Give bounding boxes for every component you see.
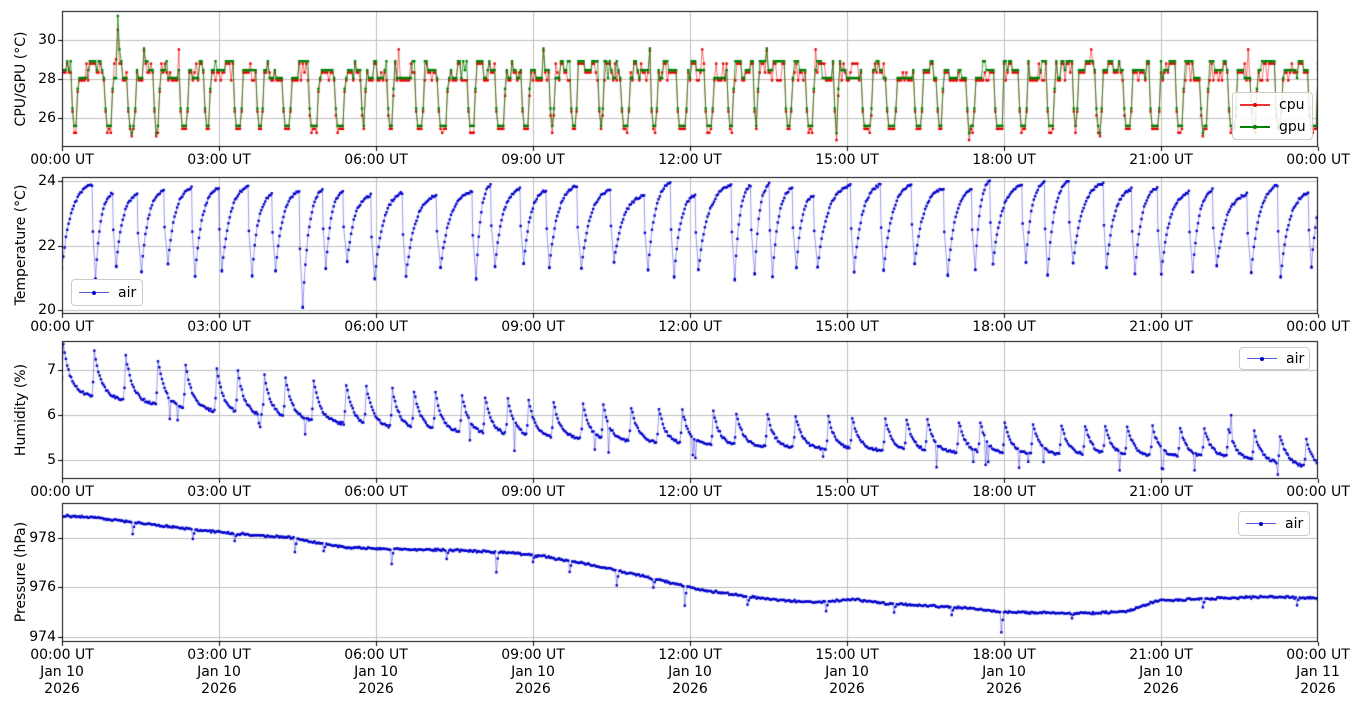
legend-line-sample [1247,356,1277,361]
x-tick-label: 03:00 UT [187,152,251,168]
x-tick-label: 09:00 UT [501,647,565,663]
x-tick-label: 06:00 UT [344,484,408,500]
legend-humidity: air [1239,347,1310,370]
x-date-label: Jan 10 [40,664,84,680]
x-tick-label: 15:00 UT [815,319,879,335]
x-date-year-label: 2026 [829,681,865,697]
ylabel-cpu-gpu: CPU/GPU (°C) [13,31,29,127]
ylabel-humidity: Humidity (%) [13,363,29,457]
legend-label: cpu [1279,97,1305,113]
x-date-label: Jan 10 [1139,664,1183,680]
y-tick-label: 28 [38,71,56,87]
x-tick-label: 00:00 UT [1286,319,1350,335]
x-date-label: Jan 10 [982,664,1026,680]
x-date-label: Jan 10 [825,664,869,680]
x-tick-label: 09:00 UT [501,319,565,335]
y-tick-label: 6 [47,407,56,424]
x-tick-label: 00:00 UT [1286,647,1350,663]
legend-cpu-gpu: cpu gpu [1232,92,1313,140]
y-tick-label: 26 [38,110,56,127]
x-date-year-label: 2026 [1300,681,1336,697]
x-tick-label: 21:00 UT [1129,647,1193,663]
x-tick-label: 00:00 UT [1286,152,1350,168]
x-tick-label: 00:00 UT [30,319,94,335]
x-date-year-label: 2026 [672,681,708,697]
x-tick-label: 18:00 UT [972,647,1036,663]
legend-line-sample [1240,125,1270,129]
x-tick-label: 12:00 UT [658,152,722,168]
x-date-year-label: 2026 [515,681,551,697]
ylabel-temperature: Temperature (°C) [13,184,29,306]
x-date-year-label: 2026 [44,681,80,697]
legend-line-sample [1240,103,1270,107]
x-tick-label: 21:00 UT [1129,319,1193,335]
y-tick-label: 7 [47,362,56,379]
x-tick-label: 06:00 UT [344,319,408,335]
x-tick-label: 18:00 UT [972,319,1036,335]
legend-pressure: air [1238,511,1310,536]
ylabel-pressure: Pressure (hPa) [13,521,29,623]
x-tick-label: 03:00 UT [187,484,251,500]
x-tick-label: 12:00 UT [658,484,722,500]
x-tick-label: 18:00 UT [972,484,1036,500]
x-tick-label: 00:00 UT [1286,484,1350,500]
legend-line-sample [1246,521,1276,526]
x-date-year-label: 2026 [986,681,1022,697]
x-date-label: Jan 10 [668,664,712,680]
y-tick-label: 976 [29,579,56,596]
y-tick-label: 24 [38,172,56,189]
legend-entry-gpu: gpu [1240,116,1306,138]
x-date-label: Jan 10 [197,664,241,680]
x-tick-label: 06:00 UT [344,152,408,168]
x-date-year-label: 2026 [201,681,237,697]
x-tick-label: 15:00 UT [815,647,879,663]
x-tick-label: 15:00 UT [815,152,879,168]
legend-entry-air: air [79,282,137,304]
x-tick-label: 00:00 UT [30,152,94,168]
x-date-label: Jan 11 [1296,664,1340,680]
x-tick-label: 12:00 UT [658,647,722,663]
x-tick-label: 00:00 UT [30,484,94,500]
y-tick-label: 978 [29,529,56,546]
y-tick-label: 30 [38,31,56,48]
legend-entry-air: air [1246,513,1304,534]
legend-entry-air: air [1247,349,1305,368]
y-tick-label: 20 [38,302,56,319]
legend-entry-cpu: cpu [1240,94,1305,116]
legend-temperature: air [71,279,143,306]
legend-line-sample [79,290,109,295]
legend-label: air [1285,515,1304,532]
x-tick-label: 06:00 UT [344,647,408,663]
y-tick-label: 5 [47,452,56,469]
x-tick-label: 12:00 UT [658,319,722,335]
x-tick-label: 21:00 UT [1129,484,1193,500]
legend-label: gpu [1279,119,1306,135]
x-tick-label: 03:00 UT [187,647,251,663]
y-tick-label: 22 [38,237,56,254]
x-tick-label: 03:00 UT [187,319,251,335]
x-tick-label: 09:00 UT [501,152,565,168]
x-tick-label: 09:00 UT [501,484,565,500]
legend-label: air [118,284,137,301]
x-date-label: Jan 10 [511,664,555,680]
x-tick-label: 15:00 UT [815,484,879,500]
x-tick-label: 00:00 UT [30,647,94,663]
y-tick-label: 974 [29,628,56,645]
x-date-label: Jan 10 [354,664,398,680]
legend-label: air [1286,350,1305,367]
x-tick-label: 21:00 UT [1129,152,1193,168]
x-tick-label: 18:00 UT [972,152,1036,168]
x-date-year-label: 2026 [358,681,394,697]
x-date-year-label: 2026 [1143,681,1179,697]
